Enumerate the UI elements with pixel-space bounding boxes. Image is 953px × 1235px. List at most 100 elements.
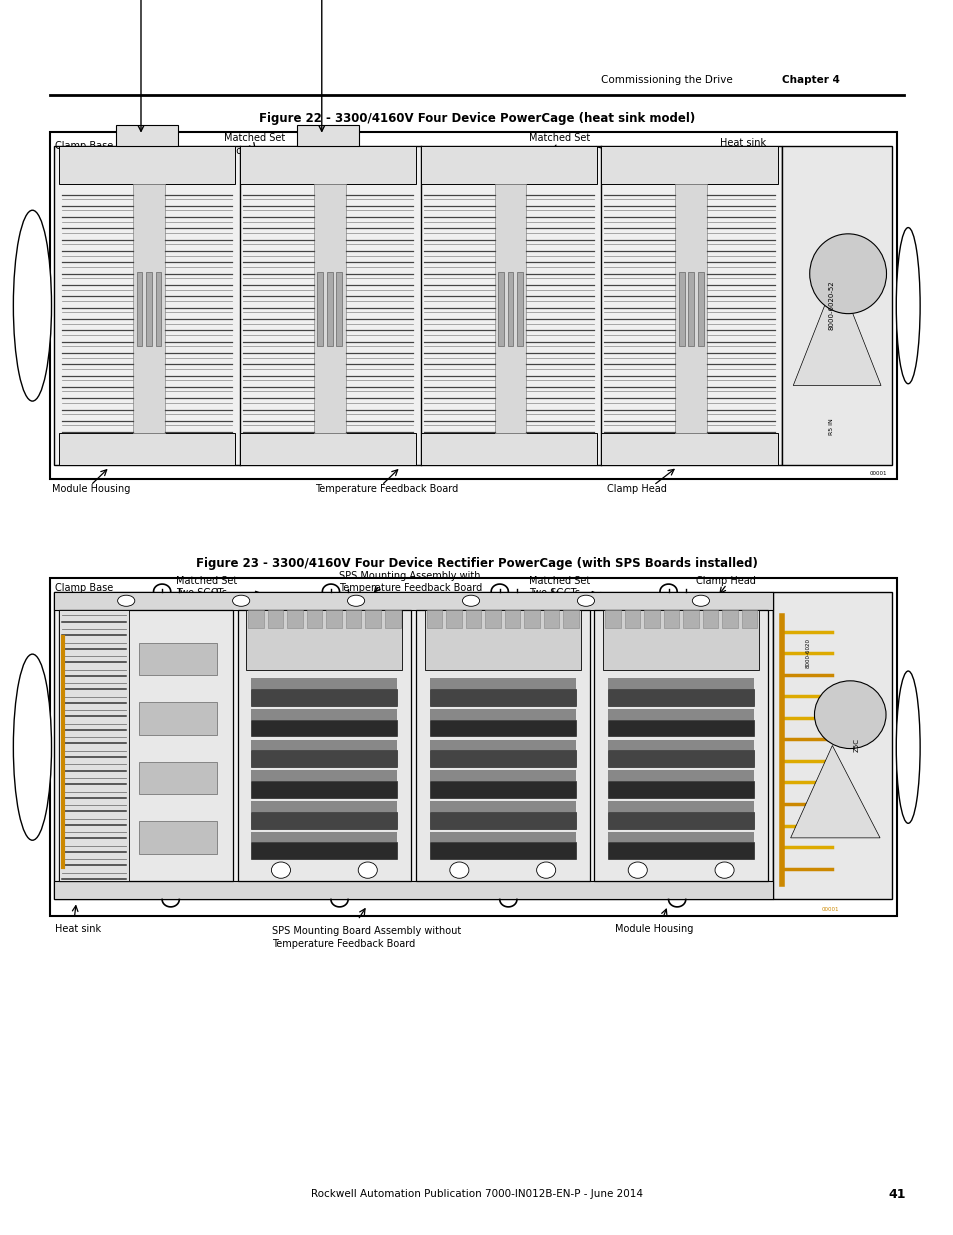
Text: SPS Mounting Board Assembly without
Temperature Feedback Board: SPS Mounting Board Assembly without Temp… xyxy=(272,926,460,948)
Ellipse shape xyxy=(814,680,885,748)
Bar xyxy=(604,610,620,627)
Ellipse shape xyxy=(809,233,885,314)
Bar xyxy=(600,146,777,184)
Bar xyxy=(139,762,217,794)
Bar xyxy=(698,272,703,346)
Bar xyxy=(252,740,396,751)
Text: 8000-6020: 8000-6020 xyxy=(805,638,810,668)
Ellipse shape xyxy=(347,595,364,606)
Ellipse shape xyxy=(715,862,733,878)
Bar xyxy=(336,272,342,346)
Text: SPS Mounting Assembly with
Temperature Feedback Board: SPS Mounting Assembly with Temperature F… xyxy=(338,571,481,593)
Bar xyxy=(252,678,396,689)
Bar xyxy=(116,125,178,146)
Bar xyxy=(327,272,333,346)
Text: Heat sink: Heat sink xyxy=(720,138,765,148)
Bar xyxy=(608,709,753,720)
Bar xyxy=(608,771,753,781)
Bar xyxy=(679,272,684,346)
Bar xyxy=(54,592,772,610)
Bar xyxy=(420,146,596,184)
Bar xyxy=(663,610,679,627)
Polygon shape xyxy=(790,746,879,837)
Bar xyxy=(384,610,400,627)
Bar xyxy=(721,610,737,627)
Text: Module Housing: Module Housing xyxy=(52,484,131,494)
Bar xyxy=(517,272,522,346)
Bar xyxy=(430,740,575,751)
Bar xyxy=(59,433,234,466)
Bar xyxy=(485,610,500,627)
Bar xyxy=(326,610,341,627)
Bar xyxy=(139,821,217,853)
Bar xyxy=(146,272,152,346)
Bar xyxy=(608,689,753,705)
Bar xyxy=(430,720,575,736)
Text: Clamp Head: Clamp Head xyxy=(606,484,666,494)
Bar xyxy=(252,720,396,736)
Bar xyxy=(50,578,896,916)
Text: Clamp Base: Clamp Base xyxy=(55,583,113,593)
Ellipse shape xyxy=(462,595,479,606)
Text: Clamp Head: Clamp Head xyxy=(696,576,756,585)
Ellipse shape xyxy=(627,862,646,878)
Ellipse shape xyxy=(13,655,51,840)
Bar xyxy=(252,811,396,829)
Bar xyxy=(252,831,396,842)
Bar xyxy=(497,272,503,346)
Bar xyxy=(132,184,165,433)
Bar xyxy=(624,610,639,627)
Ellipse shape xyxy=(117,595,134,606)
Bar xyxy=(504,610,519,627)
Text: Figure 23 - 3300/4160V Four Device Rectifier PowerCage (with SPS Boards installe: Figure 23 - 3300/4160V Four Device Recti… xyxy=(196,557,757,569)
Bar xyxy=(643,610,659,627)
Bar xyxy=(424,610,580,669)
Text: Commissioning the Drive: Commissioning the Drive xyxy=(600,75,732,85)
Bar xyxy=(252,781,396,798)
Bar xyxy=(600,433,777,466)
Bar xyxy=(608,720,753,736)
Bar xyxy=(465,610,480,627)
Bar xyxy=(702,610,718,627)
Ellipse shape xyxy=(896,227,919,384)
Ellipse shape xyxy=(692,595,709,606)
Bar xyxy=(772,592,891,899)
Bar xyxy=(507,272,513,346)
Ellipse shape xyxy=(271,862,290,878)
Text: 8000-6020-52: 8000-6020-52 xyxy=(828,280,834,331)
Bar xyxy=(365,610,380,627)
Bar xyxy=(248,610,264,627)
Text: Clamp Base: Clamp Base xyxy=(55,141,113,151)
Bar xyxy=(420,433,596,466)
Ellipse shape xyxy=(896,671,919,824)
Bar xyxy=(608,678,753,689)
Bar xyxy=(314,184,345,433)
Bar xyxy=(426,610,442,627)
Bar xyxy=(139,642,217,676)
Bar xyxy=(59,610,233,881)
Bar xyxy=(602,610,759,669)
Bar xyxy=(237,610,411,881)
Bar xyxy=(268,610,283,627)
Bar xyxy=(430,678,575,689)
Bar xyxy=(50,132,896,479)
Text: Module Housing: Module Housing xyxy=(615,924,693,934)
Bar xyxy=(139,703,217,735)
Ellipse shape xyxy=(536,862,555,878)
Text: Temperature Feedback Board: Temperature Feedback Board xyxy=(314,484,457,494)
Bar xyxy=(430,689,575,705)
Bar xyxy=(430,811,575,829)
Bar xyxy=(252,709,396,720)
Bar xyxy=(608,802,753,811)
Bar xyxy=(682,610,698,627)
Bar xyxy=(594,610,767,881)
Bar xyxy=(781,146,891,466)
Bar xyxy=(608,751,753,767)
Bar xyxy=(252,751,396,767)
Text: 00001: 00001 xyxy=(869,472,886,477)
Bar xyxy=(608,831,753,842)
Bar xyxy=(416,610,589,881)
Bar xyxy=(430,802,575,811)
Bar xyxy=(307,610,322,627)
Text: Figure 22 - 3300/4160V Four Device PowerCage (heat sink model): Figure 22 - 3300/4160V Four Device Power… xyxy=(258,112,695,125)
